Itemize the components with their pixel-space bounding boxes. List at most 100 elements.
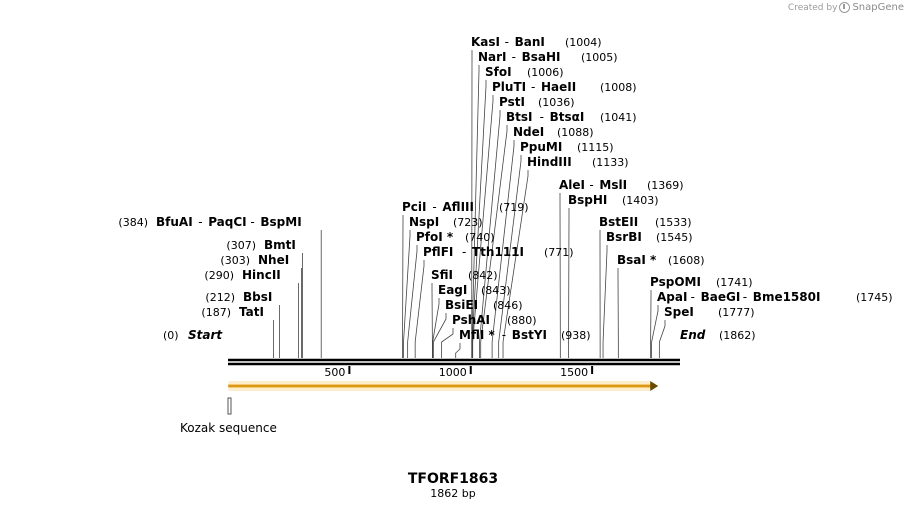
enzyme-name: PfoI * — [416, 230, 454, 244]
site-separator: - — [540, 110, 544, 124]
enzyme-name: AleI — [559, 178, 585, 192]
site-label-group: ApaI - BaeGI - Bme1580I (1745) — [657, 290, 893, 304]
site-position: (1088) — [557, 126, 594, 139]
enzyme-name: SfiI — [431, 268, 453, 282]
backbone — [228, 358, 680, 366]
enzyme-name: PstI — [499, 95, 525, 109]
site-label-group: BsiEI (846) — [445, 298, 523, 312]
site-position: (1745) — [856, 291, 893, 304]
site-position: (771) — [544, 246, 574, 259]
enzyme-name: BfuAI — [156, 215, 193, 229]
site-position: (842) — [468, 269, 498, 282]
enzyme-name: BsiEI — [445, 298, 478, 312]
site-separator: - — [512, 50, 516, 64]
enzyme-name: NarI — [478, 50, 507, 64]
enzyme-name: MflI * — [459, 328, 495, 342]
end-label: End — [680, 328, 706, 342]
site-label-group: PluTI - HaeII (1008) — [492, 80, 637, 94]
enzyme-name: HaeII — [541, 80, 576, 94]
snapgene-credit: Created by SnapGene — [788, 2, 904, 13]
enzyme-name: EagI — [438, 283, 467, 297]
site-line — [441, 328, 454, 358]
site-position: (1545) — [656, 231, 693, 244]
site-label-group: NspI (723) — [409, 215, 483, 229]
enzyme-name: AflIII — [442, 200, 474, 214]
enzyme-name: BtsαI — [550, 110, 585, 124]
enzyme-name: BstEII — [599, 215, 638, 229]
site-position: (938) — [561, 329, 591, 342]
site-label-group: PstI (1036) — [499, 95, 575, 109]
site-position: (1041) — [600, 111, 637, 124]
site-line — [480, 125, 508, 358]
site-position: (1741) — [716, 276, 753, 289]
site-label-group: BsrBI (1545) — [606, 230, 693, 244]
site-label-group: PciI - AflIII (719) — [402, 200, 529, 214]
enzyme-name: BsaI * — [617, 253, 657, 267]
feature-track: Kozak sequence — [180, 381, 659, 435]
enzyme-name: NspI — [409, 215, 439, 229]
site-position: (719) — [499, 201, 529, 214]
site-label-group: PshAI (880) — [452, 313, 537, 327]
site-label-group: (307) BmtI — [226, 238, 295, 252]
plasmid-name: TFORF1863 — [408, 471, 498, 487]
site-position: (1005) — [581, 51, 618, 64]
site-label-group: BspHI (1403) — [568, 193, 659, 207]
enzyme-name: BstYI — [512, 328, 547, 342]
site-separator: - — [691, 290, 695, 304]
site-line — [432, 313, 447, 358]
enzyme-name: BsaHI — [522, 50, 561, 64]
enzyme-name: ApaI — [657, 290, 687, 304]
enzyme-name: PluTI — [492, 80, 526, 94]
enzyme-name: BanI — [515, 35, 545, 49]
enzyme-name: TatI — [239, 305, 264, 319]
site-label-group: EagI (843) — [438, 283, 511, 297]
site-position: (1133) — [592, 156, 629, 169]
kozak-label: Kozak sequence — [180, 421, 277, 435]
site-position: (303) — [220, 254, 250, 267]
site-label-group: BtsI - BtsαI (1041) — [506, 110, 637, 124]
site-position: (1036) — [538, 96, 575, 109]
snapgene-brand: SnapGene — [852, 2, 904, 13]
enzyme-name: BmtI — [264, 238, 296, 252]
site-label-group: SpeI (1777) — [664, 305, 755, 319]
site-line — [472, 95, 494, 358]
site-label-group: SfoI (1006) — [485, 65, 564, 79]
site-position: (1008) — [600, 81, 637, 94]
site-position: (307) — [226, 239, 256, 252]
site-label-group: BsaI * (1608) — [617, 253, 705, 267]
site-label-group: (303) NheI — [220, 253, 289, 267]
site-label-group: MflI * - BstYI (938) — [459, 328, 591, 342]
site-label-group: PfoI * (740) — [416, 230, 495, 244]
enzyme-name: Bme1580I — [753, 290, 821, 304]
site-line — [403, 230, 411, 358]
site-separator: - — [589, 178, 593, 192]
site-label-group: AleI - MslI (1369) — [559, 178, 684, 192]
kozak-feature — [227, 397, 232, 415]
site-label-group: End (1862) — [680, 328, 756, 342]
site-position: (1004) — [565, 36, 602, 49]
site-position: (843) — [481, 284, 511, 297]
site-label-group: (384) BfuAI - PaqCI - BspMI — [118, 215, 301, 229]
site-label-group: (187) TatI — [201, 305, 264, 319]
site-labels: Start(0)(187) TatI(212) BbsI(290) HincII(30… — [118, 35, 892, 342]
enzyme-name: MslI — [599, 178, 627, 192]
enzyme-name: HincII — [242, 268, 281, 282]
site-label-group: SfiI (842) — [431, 268, 498, 282]
site-position: (1862) — [719, 329, 756, 342]
ruler-tick-label: 1000 — [439, 366, 467, 379]
created-by-text: Created by — [787, 2, 838, 13]
site-line — [651, 305, 659, 358]
site-position: (290) — [204, 269, 234, 282]
ruler: 500 1000 1500 — [324, 366, 594, 379]
enzyme-name: SfoI — [485, 65, 512, 79]
enzyme-name: BtsI — [506, 110, 533, 124]
site-position: (1608) — [668, 254, 705, 267]
site-label-group: HindIII (1133) — [527, 155, 629, 169]
site-position: (187) — [201, 306, 231, 319]
site-position: (723) — [453, 216, 483, 229]
site-separator: - — [250, 215, 254, 229]
site-label-group: (212) BbsI — [205, 290, 272, 304]
site-separator: - — [531, 80, 535, 94]
site-line — [479, 110, 501, 358]
